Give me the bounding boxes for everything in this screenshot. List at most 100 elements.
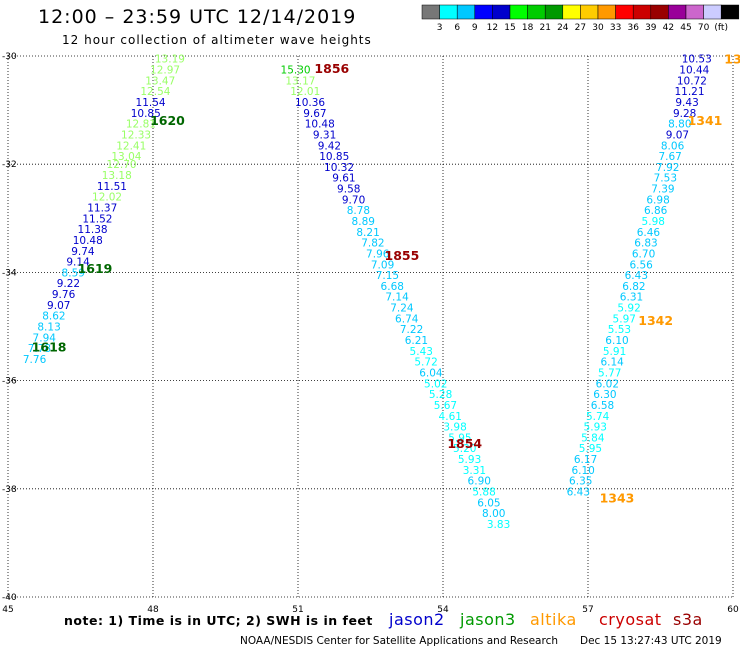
wave-height-label: 5.95 [448,432,471,444]
chart-grid [7,55,734,598]
wave-height-label: 5.53 [608,324,631,336]
colorbar-label: 70 [698,23,710,33]
footer-note: note: 1) Time is in UTC; 2) SWH is in fe… [64,613,373,628]
wave-height-label: 5.67 [434,400,457,412]
colorbar-label: 36 [627,23,639,33]
wave-height-label: 6.02 [596,378,619,390]
wave-height-label: 6.74 [395,313,419,325]
pass-time-label: 1343 [600,490,635,505]
wave-height-label: 9.42 [318,140,341,152]
colorbar-swatch [632,4,652,20]
colorbar-label: 30 [592,23,604,33]
wave-height-label: 8.62 [42,311,65,323]
wave-height-label: 5.72 [414,357,437,369]
wave-height-label: 7.92 [656,162,679,174]
wave-height-label: 10.85 [131,108,161,120]
wave-height-label: 12.02 [92,192,122,204]
colorbar-label: 42 [663,23,674,33]
wave-height-label: 12.97 [150,65,180,77]
wave-height-label: 5.92 [617,303,640,315]
wave-height-label: 9.07 [47,300,70,312]
pass-time-label: 1618 [32,340,67,355]
colorbar-label: 9 [472,23,478,33]
wave-height-label: 6.56 [629,259,653,271]
wave-height-label: 11.21 [674,86,704,98]
wave-height-label: 9.74 [71,246,95,258]
wave-height-label: 6.30 [593,389,616,401]
wave-height-label: 7.96 [366,248,390,260]
color-scale-legend: 3 6 9 12 15 18 21 24 27 30 33 36 39 42 45 70 (ft) [421,4,740,33]
colorbar-swatch [685,4,704,20]
wave-height-label: 10.36 [295,97,325,109]
wave-height-label: 12.41 [116,140,146,152]
wave-height-label: 6.10 [571,465,594,477]
wave-height-label: 5.97 [613,313,636,325]
colorbar-label: 33 [610,23,621,33]
page-title: 12:00 – 23:59 UTC 12/14/2019 [38,6,357,28]
colorbar-swatch [720,4,740,20]
wave-height-label: 9.76 [52,289,76,301]
x-tick-label: 54 [437,605,449,615]
pass-time-label: 1342 [638,313,673,328]
wave-height-label: 13.04 [111,151,141,163]
wave-height-label: 5.77 [598,367,621,379]
wave-height-label: 6.58 [591,400,614,412]
y-tick-label: -32 [2,160,17,170]
wave-height-label: 5.20 [453,443,476,455]
footer-credit: NOAA/NESDIS Center for Satellite Applica… [240,635,558,647]
colorbar-swatch [474,4,493,20]
wave-height-label: 6.46 [637,227,661,239]
colorbar-label: 45 [680,23,691,33]
colorbar-label: 3 [437,23,443,33]
satellite-legend-jason2: jason2 [389,610,445,629]
colorbar-swatch [544,4,564,20]
wave-height-label: 6.04 [419,367,443,379]
wave-height-label: 8.78 [347,205,370,217]
wave-height-label: 13.18 [102,170,132,182]
colorbar-label: 24 [557,23,569,33]
pass-time-label: 1856 [314,61,349,76]
wave-height-label: 10.48 [305,119,335,131]
colorbar-swatch [421,4,440,20]
colorbar-swatch [527,4,546,20]
wave-height-label: 12.54 [140,86,170,98]
wave-height-label: 6.17 [574,454,597,466]
wave-height-label: 5.02 [424,378,447,390]
wave-height-label: 7.82 [361,238,384,250]
wave-height-label: 8.21 [356,227,379,239]
satellite-legend-cryosat: cryosat [599,610,662,629]
wave-height-label: 9.31 [313,129,336,141]
y-tick-label: -30 [2,52,17,62]
wave-height-label: 8.89 [352,216,375,228]
wave-height-label: 9.07 [666,129,689,141]
wave-height-label: 7.76 [23,354,47,366]
wave-height-label: 3.83 [487,519,510,531]
wave-height-label: 6.31 [620,292,643,304]
colorbar-label: 39 [645,23,657,33]
wave-height-label: 12.70 [107,159,137,171]
wave-height-label: 3.31 [463,465,486,477]
pass-time-label: 13 [724,52,740,67]
wave-height-label: 6.14 [600,357,624,369]
wave-height-label: 8.06 [661,140,685,152]
wave-height-label: 3.98 [443,422,466,434]
wave-height-label: 6.68 [381,281,404,293]
pass-time-label: 1855 [385,248,420,263]
colorbar-label: 12 [487,23,498,33]
y-tick-label: -38 [2,485,17,495]
page-subtitle: 12 hour collection of altimeter wave hei… [62,33,372,47]
wave-height-label: 6.05 [477,497,500,509]
colorbar-swatch [439,4,458,20]
wave-height-label: 6.83 [634,238,657,250]
wave-height-label: 7.39 [651,184,674,196]
wave-height-label: 8.80 [668,119,691,131]
colorbar-swatch [492,4,511,20]
wave-height-label: 9.58 [337,184,360,196]
footer-timestamp: Dec 15 13:27:43 UTC 2019 [580,635,722,647]
y-tick-label: -36 [2,377,17,387]
wave-height-label: 7.94 [33,332,57,344]
wave-height-label: 5.84 [581,432,605,444]
wave-height-marks: 13.1912.9713.4712.5411.5410.8512.8112.33… [23,52,740,531]
wave-height-label: 5.74 [586,411,610,423]
